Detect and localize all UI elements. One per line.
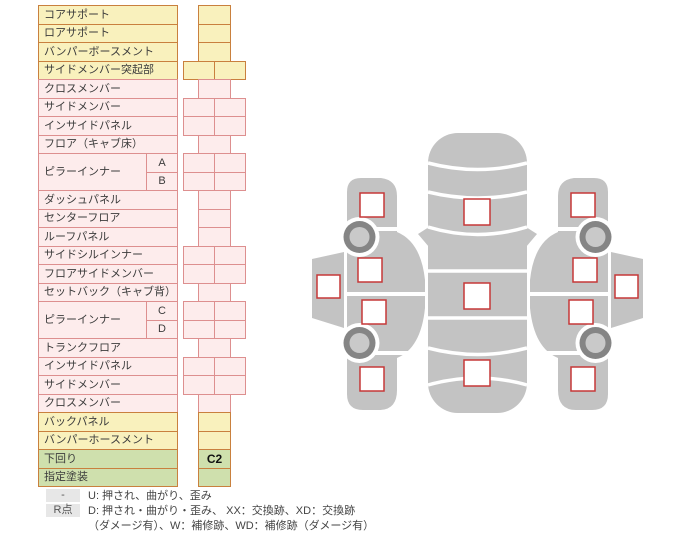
part-label: ルーフパネル: [38, 227, 178, 247]
checkpoint-square[interactable]: [316, 274, 341, 299]
wheel-front-left-icon: [339, 217, 380, 257]
damage-diagram: [312, 133, 643, 413]
part-label: サイドシルインナー: [38, 246, 178, 265]
part-label: セットバック（キャブ背）: [38, 283, 178, 302]
wheel-rear-left-icon: [339, 323, 380, 363]
grid-cell[interactable]: [183, 357, 215, 376]
grid-cell[interactable]: [183, 98, 215, 117]
legend-row-u: - U: 押され、曲がり、歪み: [46, 489, 374, 504]
grid-cell[interactable]: [214, 61, 246, 80]
part-label: トランクフロア: [38, 338, 178, 358]
legend-badge-rten: R点: [46, 504, 80, 517]
grid-cell[interactable]: [214, 172, 246, 191]
part-label: インサイドパネル: [38, 116, 178, 136]
grid-cell[interactable]: [183, 246, 215, 265]
grid-cell[interactable]: [183, 375, 215, 395]
grid-cell[interactable]: [214, 301, 246, 321]
grid-cell[interactable]: [198, 394, 231, 413]
part-label: インサイドパネル: [38, 357, 178, 376]
mirror-left-icon: [418, 227, 429, 247]
grid-cell[interactable]: [214, 264, 246, 284]
grid-cell[interactable]: [198, 283, 231, 302]
part-label: サイドメンバー突起部: [38, 61, 178, 80]
grid-cell[interactable]: [198, 338, 231, 358]
grid-cell[interactable]: [198, 24, 231, 43]
wheel-rear-right-icon: [575, 323, 616, 363]
checkpoint-square-hood[interactable]: [463, 198, 491, 226]
part-label: ピラーインナー: [38, 301, 147, 339]
side-view-left-car: [312, 178, 426, 410]
grid-cell[interactable]: [214, 116, 246, 136]
part-label: ピラーインナー: [38, 153, 147, 191]
checkpoint-square[interactable]: [357, 257, 383, 283]
side-view-right-car: [529, 178, 643, 410]
checkpoint-square[interactable]: [570, 192, 596, 218]
part-label: サイドメンバー: [38, 98, 178, 117]
grid-cell[interactable]: [183, 301, 215, 321]
grid-cell[interactable]: [198, 42, 231, 62]
legend-row-rten: R点 D: 押され・曲がり・歪み、 XX：交換跡、XD：交換跡: [46, 504, 374, 519]
grid-cell[interactable]: [198, 190, 231, 210]
legend-text: D: 押され・曲がり・歪み、 XX：交換跡、XD：交換跡: [88, 505, 356, 517]
checkpoint-square[interactable]: [361, 299, 387, 325]
checkpoint-square-trunk[interactable]: [463, 359, 491, 387]
grid-cell[interactable]: [214, 98, 246, 117]
checkpoint-square[interactable]: [572, 257, 598, 283]
checkpoint-square[interactable]: [568, 299, 594, 325]
grid-cell[interactable]: [214, 246, 246, 265]
pillar-sub-label: C: [146, 301, 178, 321]
legend-row-continuation: （ダメージ有）、W：補修跡、WD：補修跡（ダメージ有）: [46, 519, 374, 534]
grid-cell[interactable]: [198, 227, 231, 247]
grid-cell[interactable]: [198, 431, 231, 450]
part-label: 指定塗装: [38, 468, 178, 487]
checkpoint-square[interactable]: [570, 366, 596, 392]
pillar-sub-label: D: [146, 320, 178, 339]
legend-badge-dash: -: [46, 489, 80, 502]
legend: - U: 押され、曲がり、歪み R点 D: 押され・曲がり・歪み、 XX：交換跡…: [46, 489, 374, 534]
part-label: ロアサポート: [38, 24, 178, 43]
grid-cell[interactable]: [214, 153, 246, 173]
pillar-sub-label: A: [146, 153, 178, 173]
part-label: センターフロア: [38, 209, 178, 228]
grid-cell[interactable]: [198, 79, 231, 99]
part-label: バンパーホースメント: [38, 431, 178, 450]
part-label: フロアサイドメンバー: [38, 264, 178, 284]
grid-cell[interactable]: [198, 468, 231, 487]
grid-cell[interactable]: [183, 320, 215, 339]
grid-cell[interactable]: [198, 412, 231, 432]
part-label: サイドメンバー: [38, 375, 178, 395]
part-label: クロスメンバー: [38, 79, 178, 99]
part-label: バンパーボースメント: [38, 42, 178, 62]
grid-cell[interactable]: [183, 116, 215, 136]
grid-cell[interactable]: [214, 357, 246, 376]
grid-cell[interactable]: [183, 153, 215, 173]
checkpoint-square[interactable]: [359, 366, 385, 392]
grid-cell[interactable]: [214, 375, 246, 395]
part-label: フロア（キャブ床）: [38, 135, 178, 154]
legend-text: U: 押され、曲がり、歪み: [88, 490, 212, 502]
part-label: クロスメンバー: [38, 394, 178, 413]
part-label: コアサポート: [38, 5, 178, 25]
mirror-right-icon: [526, 227, 537, 247]
grid-cell[interactable]: C2: [198, 449, 231, 469]
checkpoint-square[interactable]: [614, 274, 639, 299]
part-label: バックパネル: [38, 412, 178, 432]
grid-cell[interactable]: [198, 5, 231, 25]
part-label: ダッシュパネル: [38, 190, 178, 210]
grid-cell[interactable]: [183, 172, 215, 191]
wheel-front-right-icon: [575, 217, 616, 257]
grid-cell[interactable]: [183, 61, 215, 80]
checkpoint-square-roof[interactable]: [463, 282, 491, 310]
part-label: 下回り: [38, 449, 178, 469]
grid-cell[interactable]: [183, 264, 215, 284]
pillar-sub-label: B: [146, 172, 178, 191]
grid-cell[interactable]: [198, 209, 231, 228]
legend-text: （ダメージ有）、W：補修跡、WD：補修跡（ダメージ有）: [88, 520, 375, 532]
grid-cell[interactable]: [214, 320, 246, 339]
grid-cell[interactable]: [198, 135, 231, 154]
checkpoint-square[interactable]: [359, 192, 385, 218]
top-view-car: [418, 133, 537, 413]
